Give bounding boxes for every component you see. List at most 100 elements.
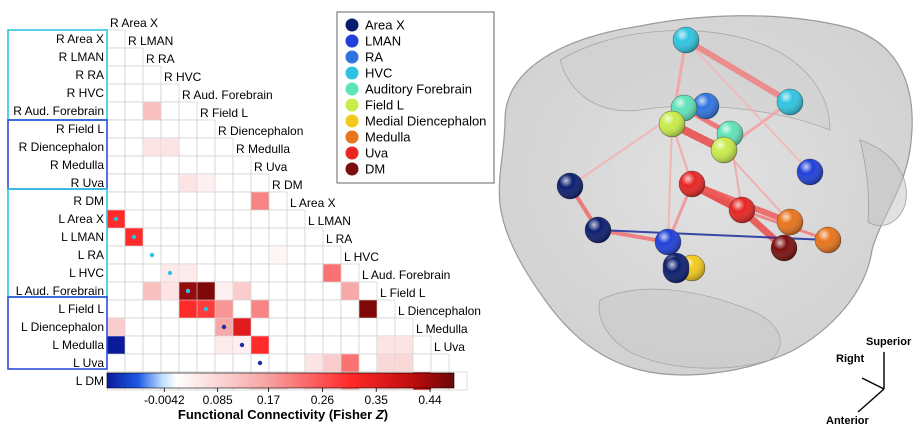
matrix-grid-cell xyxy=(394,317,414,337)
matrix-grid-cell xyxy=(124,155,144,175)
diagonal-label: L Field L xyxy=(380,286,426,300)
matrix-cell xyxy=(377,336,395,354)
matrix-cell xyxy=(395,336,413,354)
row-label: L LMAN xyxy=(61,230,104,244)
matrix-grid-cell xyxy=(106,353,126,373)
region-node-shading xyxy=(797,159,823,185)
diagonal-label: L RA xyxy=(326,232,352,246)
matrix-grid-cell xyxy=(268,299,288,319)
matrix-grid-cell xyxy=(322,335,342,355)
matrix-grid-cell xyxy=(268,335,288,355)
matrix-grid-cell xyxy=(286,227,306,247)
orientation-axes: Superior Right Anterior xyxy=(826,336,912,427)
matrix-cell xyxy=(233,282,251,300)
diagonal-label: L Area X xyxy=(290,196,336,210)
colorbar-tick-label: 0.44 xyxy=(418,393,442,407)
matrix-grid-cell xyxy=(268,353,288,373)
matrix-grid-cell xyxy=(124,245,144,265)
matrix-grid-cell xyxy=(286,209,306,229)
matrix-grid-cell xyxy=(106,83,126,103)
matrix-cell xyxy=(323,264,341,282)
matrix-grid-cell xyxy=(412,353,432,373)
matrix-grid-cell xyxy=(358,317,378,337)
legend-swatch xyxy=(345,162,359,176)
matrix-grid-cell xyxy=(124,353,144,373)
matrix-grid-cell xyxy=(214,173,234,193)
matrix-grid-cell xyxy=(322,317,342,337)
matrix-grid-cell xyxy=(178,155,198,175)
matrix-grid-cell xyxy=(142,263,162,283)
matrix-grid-cell xyxy=(250,227,270,247)
row-label: L Medulla xyxy=(52,338,104,352)
matrix-grid-cell xyxy=(340,263,360,283)
matrix-cell xyxy=(215,282,233,300)
matrix-grid-cell xyxy=(124,263,144,283)
matrix-grid-cell xyxy=(142,227,162,247)
region-node-shading xyxy=(655,229,681,255)
matrix-grid-cell xyxy=(160,101,180,121)
matrix-grid-cell xyxy=(214,137,234,157)
matrix-cell xyxy=(323,354,341,372)
matrix-cell xyxy=(143,282,161,300)
row-label: R Field L xyxy=(56,122,104,136)
matrix-grid-cell xyxy=(106,137,126,157)
legend-swatch xyxy=(345,130,359,144)
matrix-grid-cell xyxy=(178,317,198,337)
matrix-grid-cell xyxy=(304,299,324,319)
matrix-grid-cell xyxy=(124,335,144,355)
matrix-grid-cell xyxy=(178,227,198,247)
bracket-left-other xyxy=(7,296,108,370)
matrix-grid-cell xyxy=(214,209,234,229)
diagonal-label: L Medulla xyxy=(416,322,468,336)
region-node-shading xyxy=(711,137,737,163)
colorbar-tick-label: -0.0042 xyxy=(144,393,185,407)
matrix-cell xyxy=(197,282,215,300)
diagonal-label: R DM xyxy=(272,178,303,192)
legend-label: RA xyxy=(365,50,383,65)
matrix-grid-cell xyxy=(142,119,162,139)
matrix-grid-cell xyxy=(358,281,378,301)
connection-edge xyxy=(685,39,811,173)
matrix-grid-cell xyxy=(106,245,126,265)
matrix-grid-cell xyxy=(304,317,324,337)
matrix-grid-cell xyxy=(304,245,324,265)
diagonal-label: R Area X xyxy=(110,16,158,30)
colorbar-tick-label: 0.17 xyxy=(257,393,281,407)
matrix-grid-cell xyxy=(160,353,180,373)
matrix-grid-cell xyxy=(160,119,180,139)
matrix-dot xyxy=(203,306,209,312)
matrix-cell xyxy=(251,300,269,318)
matrix-grid-cell xyxy=(106,263,126,283)
matrix-grid-cell xyxy=(196,353,216,373)
matrix-grid-cell xyxy=(160,155,180,175)
brain-render xyxy=(498,15,913,376)
matrix-grid-cell xyxy=(196,119,216,139)
colorbar-tick-label: 0.26 xyxy=(311,393,335,407)
label-right: Right xyxy=(836,353,864,365)
matrix-grid-cell xyxy=(268,227,288,247)
matrix-grid-cell xyxy=(268,209,288,229)
matrix-grid-cell xyxy=(196,155,216,175)
matrix-cell xyxy=(197,174,215,192)
matrix-grid-cell xyxy=(286,245,306,265)
matrix-cell xyxy=(179,300,197,318)
matrix-grid-cell xyxy=(340,335,360,355)
matrix-grid-cell xyxy=(142,335,162,355)
matrix-grid-cell xyxy=(124,101,144,121)
matrix-cell xyxy=(215,336,233,354)
matrix-cell xyxy=(161,282,179,300)
matrix-dot xyxy=(185,288,191,294)
matrix-dot xyxy=(149,252,155,258)
diagonal-label: R RA xyxy=(146,52,175,66)
matrix-grid-cell xyxy=(124,83,144,103)
matrix-grid-cell xyxy=(142,209,162,229)
label-anterior: Anterior xyxy=(826,415,870,427)
region-node-shading xyxy=(777,89,803,115)
matrix-grid-cell xyxy=(160,83,180,103)
matrix-grid-cell xyxy=(106,101,126,121)
matrix-grid-cell xyxy=(142,299,162,319)
matrix-grid-cell xyxy=(232,245,252,265)
matrix-dot xyxy=(131,234,137,240)
colorbar-ticks: -0.0042 0.085 0.17 0.26 0.35 0.44 xyxy=(144,388,442,407)
